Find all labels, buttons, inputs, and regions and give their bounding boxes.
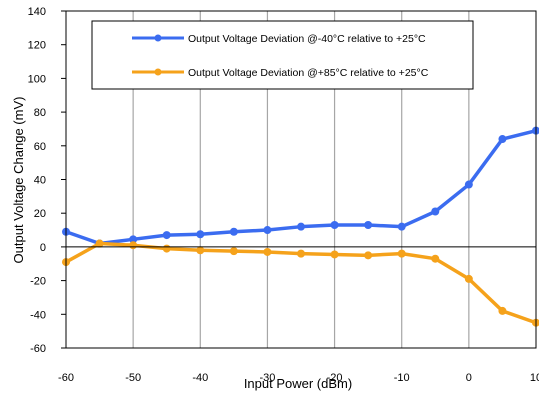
data-point-series-2 xyxy=(196,246,205,255)
data-point-series-2 xyxy=(431,254,440,263)
x-tick-label: -30 xyxy=(259,372,275,384)
data-point-series-2 xyxy=(95,239,104,248)
data-point-series-2 xyxy=(263,247,272,256)
x-tick-label: -20 xyxy=(327,372,343,384)
data-point-series-1 xyxy=(330,220,339,229)
data-point-series-2 xyxy=(330,250,339,259)
y-axis-title: Output Voltage Change (mV) xyxy=(11,97,26,264)
data-point-series-2 xyxy=(129,241,138,250)
y-tick-labels: -60 -40 -20 0 20 40 60 80 100 120 140 xyxy=(28,6,46,355)
x-tick-label: -40 xyxy=(192,372,208,384)
y-tick-label: 80 xyxy=(34,107,46,119)
y-tick-label: -40 xyxy=(30,309,46,321)
data-point-series-2 xyxy=(364,251,373,260)
y-tick-label: 20 xyxy=(34,208,46,220)
legend-label-series-1: Output Voltage Deviation @-40°C relative… xyxy=(188,33,426,45)
x-axis-title: Input Power (dBm) xyxy=(244,376,352,391)
data-point-series-1 xyxy=(464,180,473,189)
legend-box xyxy=(91,20,474,90)
data-point-series-1 xyxy=(162,231,171,240)
y-tick-label: -60 xyxy=(30,343,46,355)
data-point-series-2 xyxy=(229,247,238,256)
x-tick-labels: -60 -50 -40 -30 -20 -10 0 10 xyxy=(58,372,539,384)
data-point-series-1 xyxy=(431,207,440,216)
y-tick-label: 140 xyxy=(28,6,46,18)
y-tick-label: 60 xyxy=(34,141,46,153)
legend-label-series-2: Output Voltage Deviation @+85°C relative… xyxy=(188,67,429,79)
data-point-series-1 xyxy=(498,135,507,144)
y-tick-label: 100 xyxy=(28,73,46,85)
x-tick-label: 10 xyxy=(530,372,539,384)
data-point-series-1 xyxy=(397,222,406,231)
legend: Output Voltage Deviation @-40°C relative… xyxy=(91,20,474,90)
data-point-series-1 xyxy=(229,227,238,236)
axes xyxy=(61,10,537,349)
x-tick-label: 0 xyxy=(466,372,472,384)
data-point-series-2 xyxy=(498,306,507,315)
legend-marker-series-2 xyxy=(154,68,162,76)
x-tick-label: -60 xyxy=(58,372,74,384)
data-point-series-1 xyxy=(263,226,272,235)
data-point-series-2 xyxy=(162,244,171,253)
data-point-series-1 xyxy=(297,222,305,231)
data-point-series-1 xyxy=(364,220,373,229)
x-tick-label: -10 xyxy=(394,372,410,384)
data-point-series-1 xyxy=(129,235,138,244)
data-point-series-2 xyxy=(297,249,305,258)
data-point-series-2 xyxy=(464,274,473,283)
legend-marker-series-1 xyxy=(154,34,162,42)
data-point-series-1 xyxy=(196,230,205,239)
y-tick-label: 40 xyxy=(34,175,46,187)
y-tick-label: 0 xyxy=(40,242,46,254)
data-point-series-2 xyxy=(397,249,406,258)
y-tick-label: -20 xyxy=(30,276,46,288)
y-tick-label: 120 xyxy=(28,40,46,52)
x-tick-label: -50 xyxy=(125,372,141,384)
